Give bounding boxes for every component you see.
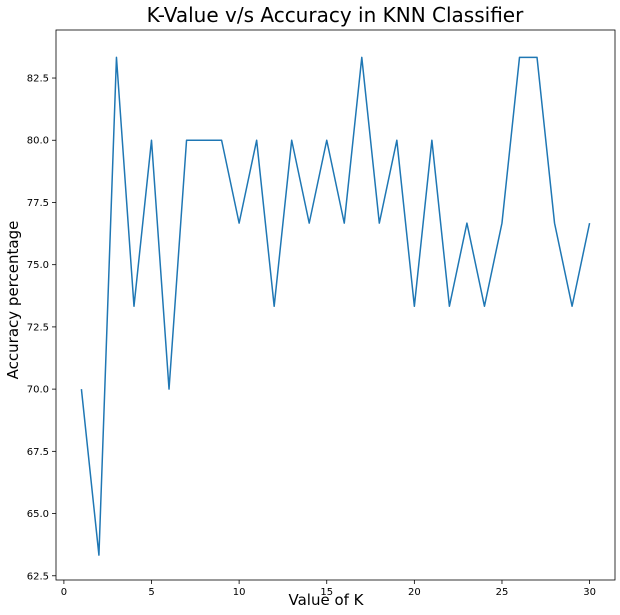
y-tick-label: 77.5 bbox=[27, 198, 49, 209]
y-tick-label: 80.0 bbox=[27, 136, 49, 147]
x-tick-label: 5 bbox=[148, 587, 154, 598]
x-axis-label: Value of K bbox=[288, 591, 364, 609]
x-tick-label: 30 bbox=[583, 587, 596, 598]
y-tick-label: 75.0 bbox=[27, 260, 49, 271]
x-tick-label: 10 bbox=[233, 587, 246, 598]
y-tick-label: 70.0 bbox=[27, 385, 49, 396]
x-tick-label: 15 bbox=[320, 587, 333, 598]
chart-title: K-Value v/s Accuracy in KNN Classifier bbox=[147, 3, 524, 27]
y-tick-label: 67.5 bbox=[27, 447, 49, 458]
y-tick-label: 72.5 bbox=[27, 322, 49, 333]
plot-frame bbox=[55, 29, 616, 581]
x-axis-ticks: 0 5 10 15 20 25 30 bbox=[61, 580, 596, 598]
series-line bbox=[80, 56, 591, 556]
x-tick-label: 0 bbox=[61, 587, 67, 598]
y-tick-label: 82.5 bbox=[27, 74, 49, 85]
y-axis-ticks: 62.5 65.0 67.5 70.0 72.5 75.0 77.5 80.0 82.5 bbox=[27, 74, 56, 582]
y-tick-label: 62.5 bbox=[27, 571, 49, 582]
x-tick-label: 20 bbox=[408, 587, 421, 598]
y-axis-label: Accuracy percentage bbox=[4, 221, 22, 380]
y-tick-label: 65.0 bbox=[27, 509, 49, 520]
x-tick-label: 25 bbox=[496, 587, 509, 598]
